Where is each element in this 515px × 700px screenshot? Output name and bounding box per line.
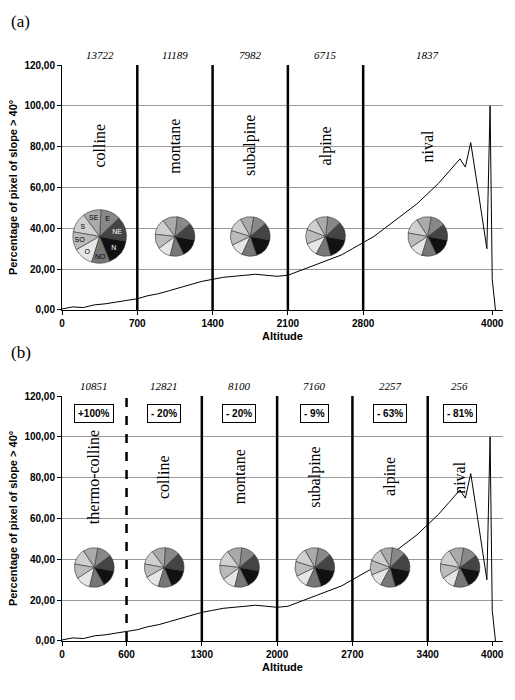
svg-text:1837: 1837	[416, 49, 439, 61]
svg-text:120,00: 120,00	[24, 60, 55, 71]
svg-text:subalpine: subalpine	[241, 115, 259, 176]
svg-text:11189: 11189	[162, 49, 188, 61]
svg-text:120,00: 120,00	[24, 391, 55, 402]
svg-text:80,00: 80,00	[30, 141, 55, 152]
svg-text:8100: 8100	[228, 380, 251, 392]
svg-text:4000: 4000	[481, 649, 504, 660]
svg-text:SE: SE	[89, 214, 99, 221]
svg-text:N: N	[111, 244, 116, 251]
svg-text:4000: 4000	[481, 318, 504, 329]
svg-text:- 9%: - 9%	[304, 408, 325, 419]
svg-text:700: 700	[129, 318, 146, 329]
svg-text:0: 0	[59, 649, 65, 660]
svg-text:NO: NO	[95, 253, 106, 260]
svg-text:6715: 6715	[314, 49, 337, 61]
svg-text:montane: montane	[166, 119, 183, 174]
svg-text:nival: nival	[451, 461, 468, 494]
svg-text:subalpine: subalpine	[306, 446, 324, 507]
svg-text:2800: 2800	[352, 318, 375, 329]
svg-text:80,00: 80,00	[30, 472, 55, 483]
svg-text:S: S	[80, 223, 85, 230]
svg-text:montane: montane	[231, 449, 248, 504]
svg-text:Altitude: Altitude	[262, 330, 303, 342]
svg-text:600: 600	[118, 649, 135, 660]
svg-text:60,00: 60,00	[30, 513, 55, 524]
svg-text:20,00: 20,00	[30, 595, 55, 606]
svg-text:7982: 7982	[239, 49, 262, 61]
svg-text:1400: 1400	[201, 318, 224, 329]
svg-text:- 63%: - 63%	[377, 408, 403, 419]
svg-text:Percentage of pixel of slope >: Percentage of pixel of slope > 40°	[7, 100, 19, 275]
svg-text:Altitude: Altitude	[262, 661, 303, 673]
svg-text:13722: 13722	[86, 49, 114, 61]
svg-text:nival: nival	[419, 130, 436, 163]
svg-text:colline: colline	[91, 124, 108, 168]
svg-text:(a): (a)	[11, 12, 30, 31]
svg-text:60,00: 60,00	[30, 182, 55, 193]
svg-text:2000: 2000	[266, 649, 289, 660]
svg-text:Percentage of pixel of slope >: Percentage of pixel of slope > 40°	[7, 431, 19, 606]
svg-text:40,00: 40,00	[30, 554, 55, 565]
svg-text:100,00: 100,00	[24, 100, 55, 111]
svg-text:(b): (b)	[11, 343, 31, 362]
svg-text:- 20%: - 20%	[226, 408, 252, 419]
svg-text:0,00: 0,00	[36, 635, 56, 646]
svg-text:E: E	[105, 215, 110, 222]
svg-text:O: O	[84, 248, 90, 255]
svg-text:20,00: 20,00	[30, 264, 55, 275]
svg-text:2700: 2700	[341, 649, 364, 660]
svg-text:- 20%: - 20%	[151, 408, 177, 419]
svg-text:0,00: 0,00	[36, 304, 56, 315]
svg-text:0: 0	[59, 318, 65, 329]
svg-text:colline: colline	[155, 455, 172, 499]
svg-text:thermo-colline: thermo-colline	[85, 430, 102, 524]
svg-text:NE: NE	[112, 228, 122, 235]
svg-text:2257: 2257	[379, 380, 402, 392]
svg-text:10851: 10851	[80, 380, 108, 392]
svg-text:alpine: alpine	[381, 457, 399, 496]
svg-text:256: 256	[451, 380, 468, 392]
svg-text:SO: SO	[75, 236, 86, 243]
svg-text:+100%: +100%	[78, 408, 110, 419]
svg-text:100,00: 100,00	[24, 431, 55, 442]
svg-text:2100: 2100	[277, 318, 300, 329]
svg-text:40,00: 40,00	[30, 223, 55, 234]
svg-text:alpine: alpine	[317, 126, 335, 165]
svg-text:7160: 7160	[303, 380, 326, 392]
svg-text:12821: 12821	[150, 380, 178, 392]
svg-text:- 81%: - 81%	[447, 408, 473, 419]
svg-text:3400: 3400	[417, 649, 440, 660]
svg-text:1300: 1300	[191, 649, 214, 660]
